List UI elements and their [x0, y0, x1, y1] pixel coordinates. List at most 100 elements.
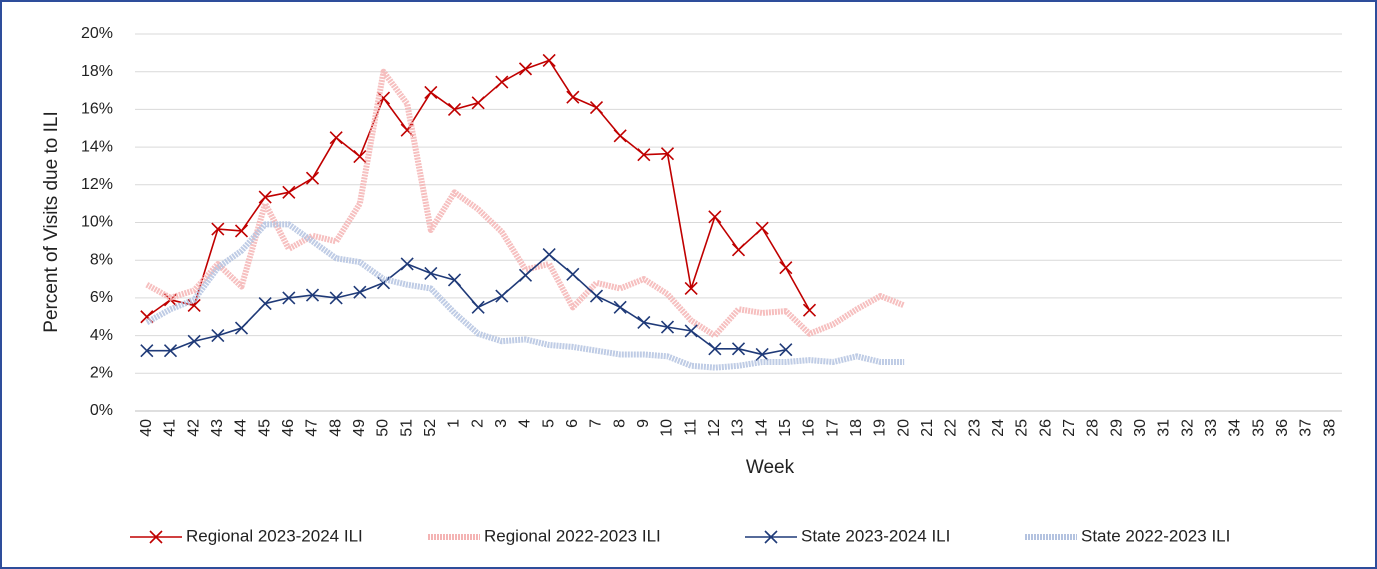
- x-tick-label: 11: [682, 419, 699, 436]
- point-marker: [471, 300, 485, 314]
- point-marker: [779, 261, 793, 275]
- point-marker: [424, 266, 438, 280]
- point-marker: [258, 190, 272, 204]
- x-tick-label: 52: [422, 419, 439, 437]
- point-marker: [755, 221, 769, 235]
- x-tick-label: 29: [1108, 419, 1125, 437]
- point-marker: [637, 315, 651, 329]
- x-tick-label: 10: [659, 419, 676, 437]
- point-marker: [731, 342, 746, 356]
- y-tick-label: 12%: [81, 176, 113, 193]
- y-tick-label: 8%: [90, 251, 113, 268]
- x-tick-label: 35: [1250, 419, 1267, 437]
- x-tick-label: 41: [162, 419, 179, 437]
- point-marker: [637, 148, 651, 162]
- x-tick-label: 44: [233, 419, 250, 437]
- point-marker: [613, 300, 627, 314]
- y-tick-label: 14%: [81, 138, 113, 155]
- point-marker: [447, 273, 462, 287]
- series-line: [145, 221, 905, 371]
- legend-label: Regional 2023-2024 ILI: [186, 526, 363, 545]
- legend-label: Regional 2022-2023 ILI: [484, 526, 661, 545]
- point-marker: [708, 342, 722, 356]
- x-tick-label: 2: [469, 419, 486, 428]
- x-tick-label: 20: [895, 419, 912, 437]
- point-marker: [187, 334, 201, 348]
- x-tick-label: 27: [1061, 419, 1078, 437]
- legend-label: State 2022-2023 ILI: [1081, 526, 1230, 545]
- point-marker: [163, 344, 178, 358]
- point-marker: [589, 289, 604, 303]
- point-marker: [282, 291, 296, 305]
- point-marker: [258, 296, 272, 311]
- x-tick-label: 42: [185, 419, 202, 437]
- x-tick-label: 5: [540, 419, 557, 428]
- point-marker: [305, 171, 320, 185]
- point-marker: [613, 129, 627, 143]
- legend-marker: [764, 530, 778, 544]
- point-marker: [542, 247, 556, 262]
- x-tick-label: 38: [1321, 419, 1338, 437]
- y-tick-label: 18%: [81, 63, 113, 80]
- x-tick-label: 23: [966, 419, 983, 437]
- x-tick-label: 4: [517, 419, 534, 428]
- x-tick-label: 30: [1132, 419, 1149, 437]
- point-marker: [542, 53, 556, 67]
- x-tick-label: 16: [801, 419, 818, 437]
- point-marker: [589, 100, 604, 115]
- x-tick-label: 37: [1298, 419, 1315, 437]
- x-tick-label: 13: [730, 419, 747, 437]
- y-tick-label: 0%: [90, 402, 113, 419]
- x-tick-label: 46: [280, 419, 297, 437]
- point-marker: [282, 185, 296, 199]
- point-marker: [329, 291, 343, 305]
- x-tick-label: 33: [1203, 419, 1220, 437]
- point-marker: [684, 324, 698, 338]
- point-marker: [684, 281, 698, 296]
- x-tick-label: 15: [777, 419, 794, 437]
- point-marker: [424, 85, 438, 100]
- point-marker: [660, 320, 675, 334]
- point-marker: [779, 343, 793, 357]
- x-tick-label: 32: [1179, 419, 1196, 437]
- x-tick-label: 3: [493, 419, 510, 428]
- point-marker: [329, 131, 343, 145]
- x-tick-label: 45: [256, 419, 273, 437]
- x-tick-label: 9: [635, 419, 652, 428]
- point-marker: [518, 268, 533, 282]
- y-tick-label: 20%: [81, 25, 113, 42]
- point-marker: [305, 288, 320, 302]
- y-axis-title: Percent of Visits due to ILI: [41, 111, 62, 332]
- point-marker: [211, 222, 225, 236]
- series-line: [145, 68, 906, 339]
- x-tick-label: 14: [753, 419, 770, 437]
- series-line: [146, 253, 786, 356]
- x-tick-label: 48: [327, 419, 344, 437]
- point-marker: [731, 243, 746, 257]
- point-marker: [755, 347, 769, 362]
- x-tick-label: 19: [872, 419, 889, 437]
- legend-label: State 2023-2024 ILI: [801, 526, 950, 545]
- point-marker: [660, 147, 675, 161]
- point-marker: [353, 285, 367, 299]
- x-tick-label: 7: [588, 419, 605, 428]
- point-marker: [400, 257, 414, 271]
- x-tick-label: 25: [1014, 419, 1031, 437]
- x-tick-label: 18: [848, 419, 865, 437]
- x-tick-label: 50: [375, 419, 392, 437]
- x-tick-label: 12: [706, 419, 723, 437]
- point-marker: [495, 289, 509, 303]
- x-tick-label: 31: [1156, 419, 1173, 437]
- y-tick-label: 6%: [90, 289, 113, 306]
- x-tick-label: 26: [1037, 419, 1054, 437]
- point-marker: [234, 321, 249, 335]
- point-marker: [234, 224, 249, 238]
- legend-marker: [149, 530, 163, 544]
- x-tick-label: 17: [824, 419, 841, 437]
- x-axis-title: Week: [746, 457, 795, 478]
- x-tick-label: 8: [611, 419, 628, 428]
- x-tick-label: 28: [1085, 419, 1102, 437]
- point-marker: [802, 303, 817, 317]
